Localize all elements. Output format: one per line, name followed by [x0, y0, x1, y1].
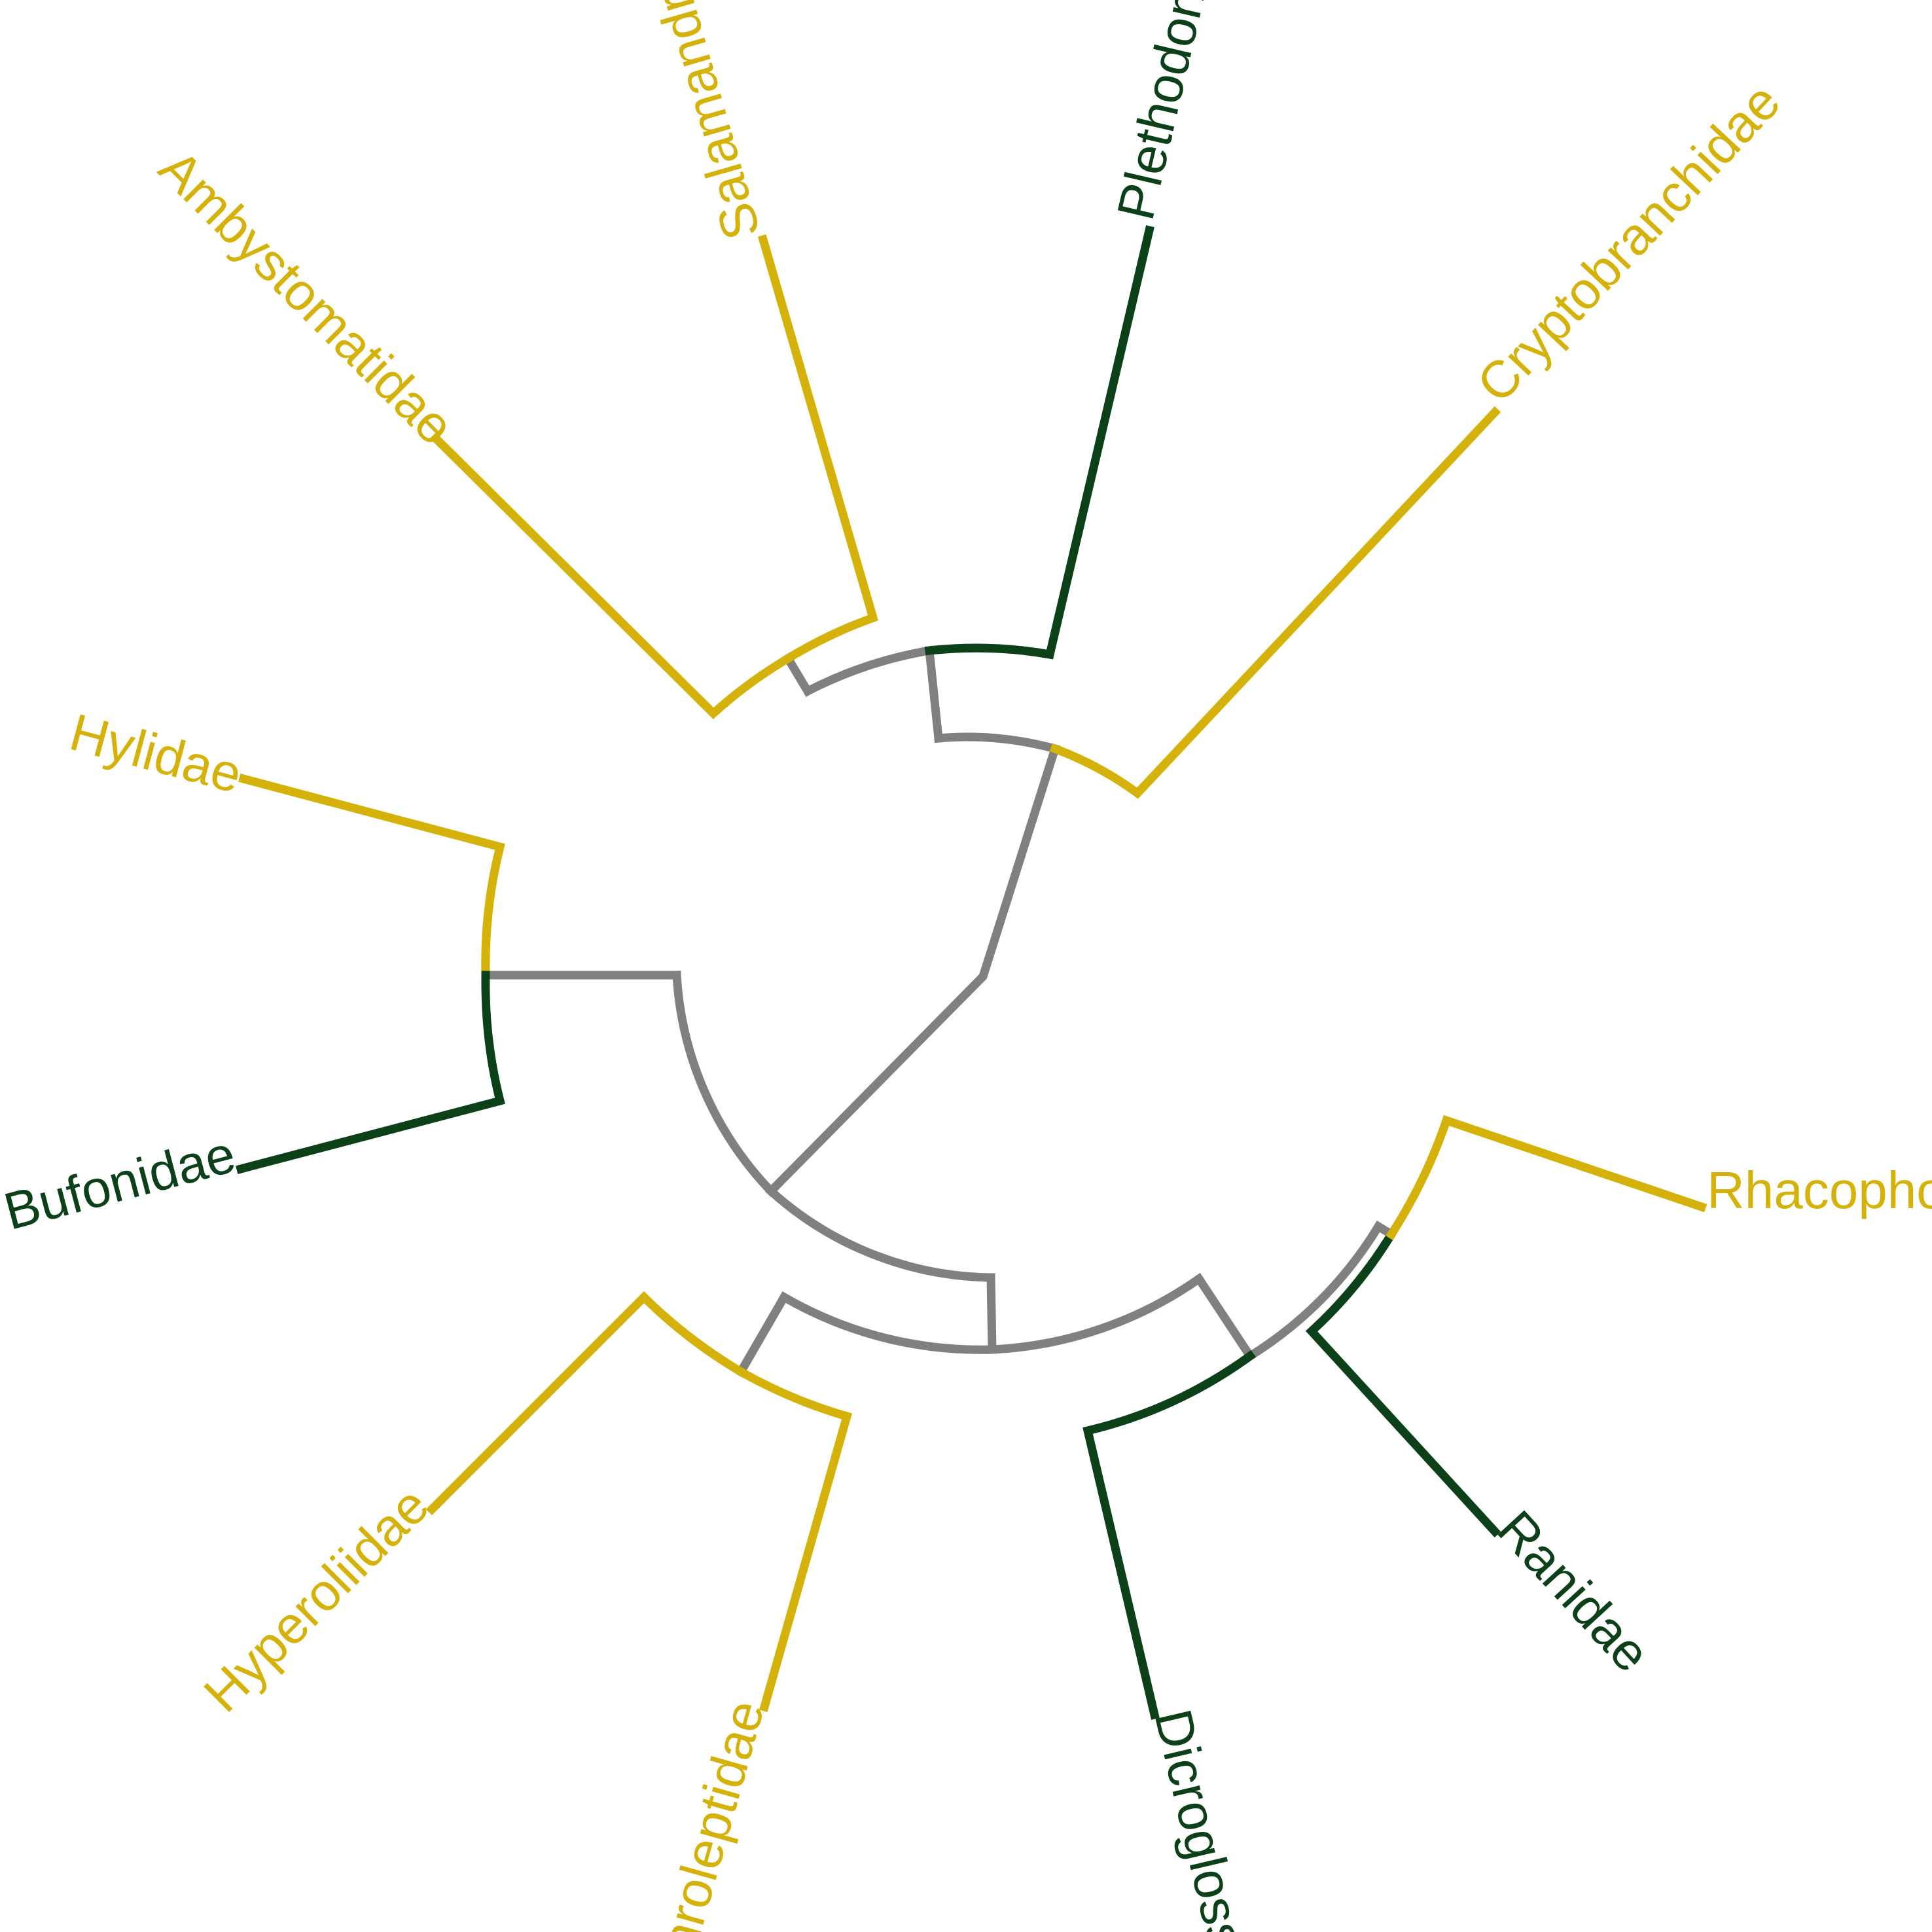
stem-natatanura: [1192, 1272, 1257, 1363]
label-arthroleptidae: Arthroleptidae: [631, 1694, 775, 1932]
branch-cryptobranchidae: [1049, 406, 1501, 799]
stem-ranoidea: [986, 1273, 997, 1354]
branch-salamandridae: [757, 234, 878, 664]
branch-plethodontidae: [924, 225, 1154, 660]
branch-rhacophoridae: [1386, 1115, 1708, 1240]
branch-hylidae: [238, 774, 505, 980]
label-plethodontidae: Plethodontidae: [1106, 0, 1242, 225]
terminal-branches: [236, 225, 1708, 1720]
label-rhacophoridae: Rhacophoridae: [1707, 1161, 1932, 1219]
label-hylidae: Hylidae: [64, 702, 248, 804]
branch-bufonidae: [236, 971, 505, 1174]
branch-ambystomatidae: [429, 432, 794, 719]
label-bufonidae: Bufonidae: [0, 1124, 241, 1241]
arc-root-to-ranoidea: [764, 1185, 995, 1282]
internal-branches: [481, 645, 1397, 1378]
arc-ranidae-rhacophoridae: [1244, 1221, 1384, 1362]
branch-arthroleptidae: [735, 1366, 853, 1713]
stem-salamandroidea: [924, 645, 944, 743]
label-cryptobranchidae: Cryptobranchidae: [1466, 72, 1791, 413]
branch-dicroglossidae: [1082, 1350, 1257, 1720]
label-salamandridae: Salamandridae: [618, 0, 771, 246]
branch-hyperoliidae: [425, 1291, 747, 1516]
arc-afrobatrachia: [778, 1291, 997, 1354]
arc-salamandroidea: [802, 645, 935, 697]
arc-root-to-hylidae-bufonidae: [672, 971, 778, 1198]
branch-ranidae: [1305, 1228, 1501, 1538]
root-stem-to-caudata: [764, 743, 1061, 1198]
stem-afrobatrachia: [735, 1291, 790, 1378]
label-ambystomatidae: Ambystomatidae: [149, 139, 465, 456]
label-dicroglossidae: Dicroglossidae: [1143, 1704, 1278, 1932]
label-hyperoliidae: Hyperoliidae: [193, 1476, 440, 1723]
label-ranidae: Ranidae: [1486, 1499, 1661, 1683]
arc-natatanura: [988, 1272, 1206, 1354]
stem-ambystomatidae-salamandridae: [782, 653, 814, 697]
arc-caudata: [933, 732, 1060, 754]
